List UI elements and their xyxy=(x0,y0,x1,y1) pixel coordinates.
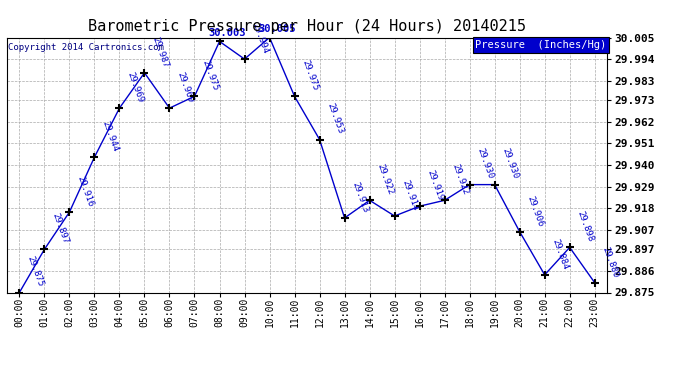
Text: 29.914: 29.914 xyxy=(400,178,420,212)
Text: 29.969: 29.969 xyxy=(175,70,195,104)
Text: 29.919: 29.919 xyxy=(425,169,444,202)
Text: 29.898: 29.898 xyxy=(575,210,595,243)
Text: 29.884: 29.884 xyxy=(550,237,570,271)
Text: 29.975: 29.975 xyxy=(300,59,319,92)
Text: 29.930: 29.930 xyxy=(500,147,520,180)
Text: 29.975: 29.975 xyxy=(200,59,219,92)
Text: 29.906: 29.906 xyxy=(525,194,544,228)
Text: 29.880: 29.880 xyxy=(600,245,620,279)
Text: Pressure  (Inches/Hg): Pressure (Inches/Hg) xyxy=(475,40,607,50)
Text: 29.994: 29.994 xyxy=(250,21,270,55)
Text: 29.953: 29.953 xyxy=(325,102,344,135)
Text: 29.916: 29.916 xyxy=(75,174,95,208)
Text: 29.944: 29.944 xyxy=(100,120,119,153)
Text: 30.003: 30.003 xyxy=(208,28,246,38)
Text: 29.987: 29.987 xyxy=(150,35,170,69)
Text: 29.897: 29.897 xyxy=(50,212,70,245)
Text: 29.930: 29.930 xyxy=(475,147,495,180)
Text: 29.922: 29.922 xyxy=(375,163,395,196)
Text: Copyright 2014 Cartronics.com: Copyright 2014 Cartronics.com xyxy=(8,43,164,52)
Text: 29.922: 29.922 xyxy=(450,163,470,196)
Text: 29.875: 29.875 xyxy=(25,255,44,288)
Text: 29.969: 29.969 xyxy=(125,70,144,104)
Title: Barometric Pressure per Hour (24 Hours) 20140215: Barometric Pressure per Hour (24 Hours) … xyxy=(88,18,526,33)
Text: 29.913: 29.913 xyxy=(350,180,370,214)
Text: 30.005: 30.005 xyxy=(259,24,296,34)
